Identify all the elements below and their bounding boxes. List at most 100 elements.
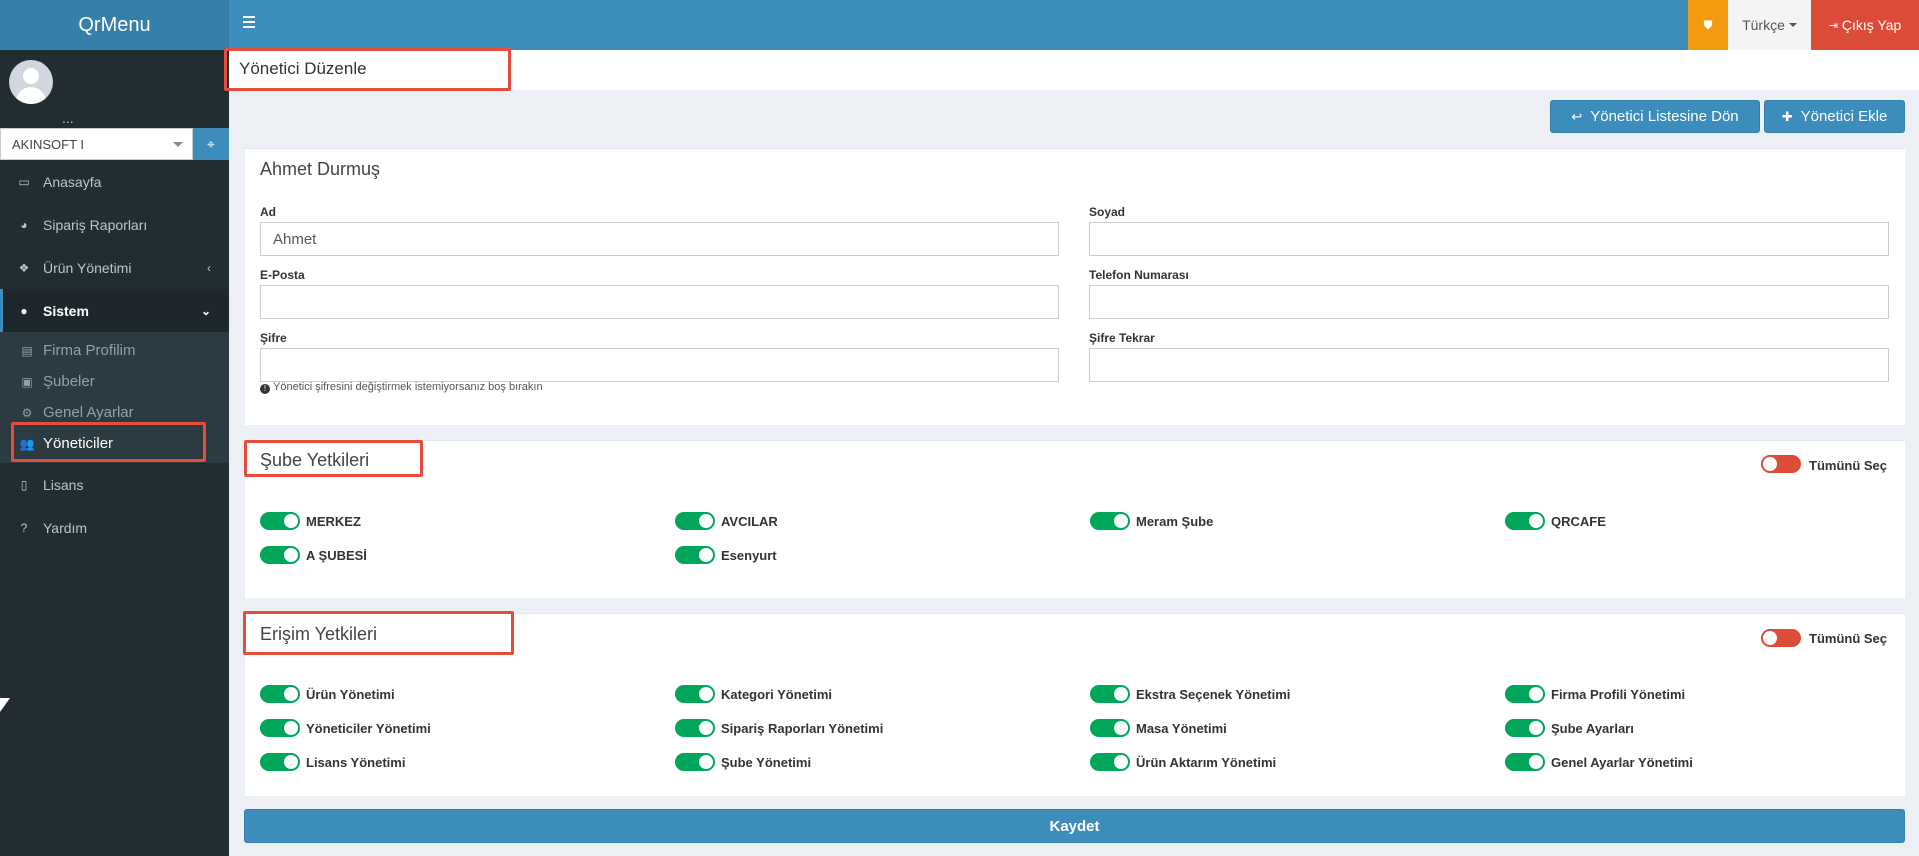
sidebar-item-label: Sipariş Raporları [43, 216, 148, 233]
branch-toggle-avcilar[interactable] [675, 512, 715, 530]
access-label: Şube Yönetimi [721, 755, 812, 770]
access-select-all-toggle[interactable] [1761, 629, 1801, 647]
access-toggle-masa[interactable] [1090, 719, 1130, 737]
email-label: E-Posta [260, 268, 305, 282]
sidebar-item-lisans[interactable]: ▯ Lisans [0, 463, 229, 506]
add-admin-button[interactable]: ✚ Yönetici Ekle [1764, 100, 1905, 133]
highlight-access-perms [243, 611, 514, 655]
access-toggle-genel-ayarlar[interactable] [1505, 753, 1545, 771]
avatar [9, 60, 53, 104]
branch-perms-title: Şube Yetkileri [260, 450, 370, 470]
password-input[interactable] [260, 348, 1059, 382]
topbar: ⛊ Türkçe ⇥ Çıkış Yap [229, 0, 1919, 50]
sidebar-item-firma-profilim[interactable]: ▤ Firma Profilim [0, 335, 229, 366]
branch-toggle-esenyurt[interactable] [675, 546, 715, 564]
page-title: Yönetici Düzenle [239, 59, 367, 78]
question-icon: ? [20, 520, 28, 535]
back-to-list-button[interactable]: ↩ Yönetici Listesine Dön [1550, 100, 1760, 133]
mouse-cursor-icon [0, 698, 10, 712]
firm-select[interactable]: AKINSOFT I [0, 128, 193, 160]
sidebar-item-label: Şubeler [43, 373, 95, 390]
firm-select-row: AKINSOFT I ⌖ [0, 128, 229, 160]
sidebar-item-label: Yöneticiler [43, 435, 114, 452]
sidebar-item-label: Sistem [43, 302, 89, 319]
password-label: Şifre [260, 331, 287, 345]
ad-input[interactable] [260, 222, 1059, 256]
soyad-input[interactable] [1089, 222, 1889, 256]
sign-out-icon: ⇥ [1828, 19, 1838, 32]
chevron-left-icon: ‹ [207, 260, 211, 275]
branch-toggle-a-subesi[interactable] [260, 546, 300, 564]
sidebar-item-urun-yonetimi[interactable]: ❖ Ürün Yönetimi ‹ [0, 246, 229, 289]
sidebar-item-genel-ayarlar[interactable]: ⚙ Genel Ayarlar [0, 397, 229, 428]
save-button[interactable]: Kaydet [244, 809, 1905, 843]
sidebar-item-label: Anasayfa [43, 173, 102, 190]
user-name: ... [62, 110, 74, 126]
soyad-label: Soyad [1089, 205, 1126, 219]
access-label: Ürün Yönetimi [306, 687, 395, 702]
reply-icon: ↩ [1571, 108, 1583, 124]
access-label: Masa Yönetimi [1136, 721, 1227, 736]
phone-input[interactable] [1089, 285, 1889, 319]
access-label: Genel Ayarlar Yönetimi [1551, 755, 1693, 770]
access-toggle-firma-profili[interactable] [1505, 685, 1545, 703]
access-toggle-urun[interactable] [260, 685, 300, 703]
caret-down-icon [1788, 23, 1797, 27]
password-help-text: Yönetici şifresini değiştirmek istemiyor… [273, 381, 543, 393]
location-button[interactable]: ⌖ [193, 128, 229, 160]
language-dropdown[interactable]: Türkçe [1728, 0, 1811, 50]
sidebar-menu: ▭ Anasayfa ◕ Sipariş Raporları ❖ Ürün Yö… [0, 160, 229, 332]
access-toggle-sube-yonetimi[interactable] [675, 753, 715, 771]
user-icon: ● [20, 303, 28, 318]
access-label: Ürün Aktarım Yönetimi [1136, 755, 1277, 770]
access-toggle-lisans[interactable] [260, 753, 300, 771]
users-icon: 👥 [19, 436, 35, 451]
access-toggle-urun-aktarim[interactable] [1090, 753, 1130, 771]
access-toggle-ekstra[interactable] [1090, 685, 1130, 703]
admin-form-box: Ahmet Durmuş Ad Soyad E-Posta Telefon Nu… [245, 148, 1905, 425]
desktop-icon: ▭ [18, 174, 30, 189]
access-label: Sipariş Raporları Yönetimi [721, 721, 884, 736]
access-label: Kategori Yönetimi [721, 687, 833, 702]
shield-icon[interactable]: ⛊ [1688, 0, 1728, 50]
ad-label: Ad [260, 205, 276, 219]
access-toggle-kategori[interactable] [675, 685, 715, 703]
access-toggle-yoneticiler[interactable] [260, 719, 300, 737]
branch-select-all-toggle[interactable] [1761, 455, 1801, 473]
menu-toggle-icon[interactable] [243, 16, 255, 30]
app-logo[interactable]: QrMenu [0, 0, 229, 50]
form-title: Ahmet Durmuş [260, 159, 381, 179]
access-toggle-siparis-raporlari[interactable] [675, 719, 715, 737]
sidebar-item-label: Lisans [43, 476, 84, 493]
access-label: Şube Ayarları [1551, 721, 1634, 736]
briefcase-icon: ▣ [21, 374, 33, 389]
sidebar-item-siparis-raporlari[interactable]: ◕ Sipariş Raporları [0, 203, 229, 246]
sidebar-item-yardim[interactable]: ? Yardım [0, 506, 229, 549]
branch-toggle-meram[interactable] [1090, 512, 1130, 530]
branch-toggle-qrcafe[interactable] [1505, 512, 1545, 530]
branch-label: A ŞUBESİ [306, 548, 367, 563]
add-admin-label: Yönetici Ekle [1800, 108, 1888, 125]
cogs-icon: ⚙ [21, 405, 33, 420]
cubes-icon: ❖ [18, 260, 30, 275]
password-help: ! Yönetici şifresini değiştirmek istemiyo… [260, 381, 543, 394]
sidebar-item-subeler[interactable]: ▣ Şubeler [0, 366, 229, 397]
logout-button[interactable]: ⇥ Çıkış Yap [1811, 0, 1919, 50]
branch-label: MERKEZ [306, 514, 361, 529]
access-label: Firma Profili Yönetimi [1551, 687, 1686, 702]
access-toggle-sube-ayarlari[interactable] [1505, 719, 1545, 737]
sidebar-item-sistem[interactable]: ● Sistem ⌄ [0, 289, 229, 332]
highlight-branch-perms [244, 440, 423, 477]
sidebar-item-label: Ürün Yönetimi [43, 259, 132, 276]
plus-icon: ✚ [1781, 108, 1793, 124]
email-input[interactable] [260, 285, 1059, 319]
access-label: Yöneticiler Yönetimi [306, 721, 431, 736]
info-icon: ! [260, 384, 270, 394]
branch-label: AVCILAR [721, 514, 778, 529]
access-label: Ekstra Seçenek Yönetimi [1136, 687, 1291, 702]
sidebar-item-yoneticiler[interactable]: 👥 Yöneticiler [0, 428, 229, 459]
password-repeat-input[interactable] [1089, 348, 1889, 382]
branch-toggle-merkez[interactable] [260, 512, 300, 530]
sidebar-item-anasayfa[interactable]: ▭ Anasayfa [0, 160, 229, 203]
language-label: Türkçe [1742, 17, 1785, 33]
